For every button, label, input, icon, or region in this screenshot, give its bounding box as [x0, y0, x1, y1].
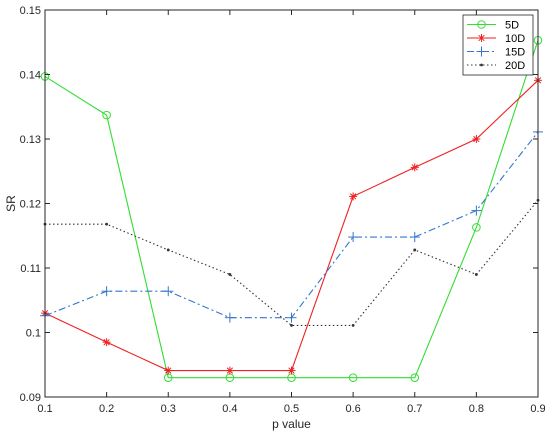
point-5d-2 — [102, 110, 111, 120]
point-10d-6 — [349, 192, 358, 201]
legend-marker-5d — [477, 20, 486, 29]
point-20d-4 — [228, 273, 232, 276]
point-15d-3 — [163, 286, 174, 297]
point-10d-7 — [410, 163, 419, 172]
point-10d-7-stroke-3 — [411, 164, 418, 171]
point-20d-6-shape — [351, 324, 355, 327]
point-20d-3-shape — [166, 248, 170, 252]
point-20d-6 — [351, 324, 355, 327]
point-20d-7 — [413, 248, 417, 252]
point-10d-5-stroke-3 — [288, 367, 295, 374]
point-10d-3-stroke-3 — [165, 367, 172, 374]
point-20d-8 — [474, 273, 478, 276]
point-20d-2-shape — [105, 222, 109, 226]
y-tick-label-7: 0.15 — [20, 5, 41, 17]
x-tick-label-1: 0.1 — [37, 403, 52, 415]
legend-item-15d: 15D — [467, 46, 525, 59]
legend-marker-20d-shape — [480, 63, 483, 67]
x-tick-label-3: 0.3 — [161, 403, 176, 415]
point-10d-5 — [287, 366, 296, 375]
point-20d-8-shape — [474, 273, 478, 276]
series-layer — [40, 36, 543, 382]
ticks-layer: 0.1 0.2 0.3 0.4 0.5 0.6 0.7 0.8 0.90.090.10.110.… — [20, 5, 546, 415]
legend-marker-10d — [477, 34, 486, 42]
point-20d-5 — [290, 324, 293, 327]
x-tick-label-5: 0.5 — [284, 403, 299, 415]
y-tick-label-3: 0.11 — [20, 263, 41, 275]
point-15d-8 — [471, 205, 482, 216]
point-15d-2 — [101, 286, 112, 297]
point-5d-6 — [348, 373, 358, 382]
point-5d-8 — [472, 223, 481, 232]
point-10d-8 — [472, 135, 481, 143]
y-tick-label-1: 0.09 — [20, 392, 41, 404]
point-10d-6-stroke-3 — [349, 193, 357, 200]
series-10d — [41, 76, 542, 375]
legend-item-10d: 10D — [467, 33, 525, 45]
legend-label-5d: 5D — [505, 20, 519, 32]
point-15d-5 — [286, 312, 297, 323]
point-10d-2 — [102, 338, 111, 347]
y-tick-label-2: 0.1 — [26, 328, 41, 340]
x-tick-label-7: 0.7 — [407, 403, 422, 415]
legend-item-5d: 5D — [467, 20, 519, 32]
point-10d-4 — [225, 366, 234, 375]
y-tick-label-6: 0.14 — [20, 70, 41, 82]
point-20d-3 — [166, 248, 170, 252]
x-tick-label-9: 0.9 — [530, 403, 545, 415]
x-tick-label-2: 0.2 — [99, 403, 114, 415]
legend-item-20d: 20D — [467, 60, 525, 72]
y-tick-label-5: 0.13 — [20, 134, 41, 146]
legend-marker-5d-shape — [477, 20, 486, 29]
point-5d-6-shape — [348, 373, 358, 382]
legend-marker-10d-stroke-3 — [478, 34, 485, 42]
point-10d-2-stroke-3 — [103, 339, 110, 346]
series-line-5d — [44, 40, 539, 379]
x-axis-title: p value — [272, 417, 311, 431]
point-15d-6 — [348, 232, 359, 243]
point-5d-2-shape — [102, 110, 111, 120]
point-10d-3 — [164, 366, 173, 375]
x-tick-label-4: 0.4 — [222, 403, 237, 415]
x-tick-label-6: 0.6 — [345, 403, 360, 415]
legend-marker-15d — [476, 46, 487, 57]
point-5d-7 — [410, 373, 420, 382]
y-axis-title: SR — [4, 195, 18, 212]
point-20d-5-shape — [290, 324, 293, 327]
legend-label-15d: 15D — [505, 47, 525, 59]
point-5d-8-shape — [472, 223, 481, 232]
point-10d-4-stroke-3 — [226, 367, 234, 374]
point-20d-2 — [105, 222, 109, 226]
legend-marker-20d — [480, 63, 483, 67]
y-tick-label-4: 0.12 — [20, 199, 41, 211]
point-15d-7 — [409, 232, 420, 243]
point-10d-8-stroke-3 — [473, 135, 480, 143]
series-20d — [43, 198, 540, 327]
point-20d-7-shape — [413, 248, 417, 252]
legend-label-10d: 10D — [505, 33, 525, 45]
point-5d-7-shape — [410, 373, 420, 382]
x-tick-label-8: 0.8 — [469, 403, 484, 415]
point-20d-4-shape — [228, 273, 232, 276]
legend-label-20d: 20D — [505, 60, 525, 72]
point-15d-4 — [224, 312, 235, 323]
